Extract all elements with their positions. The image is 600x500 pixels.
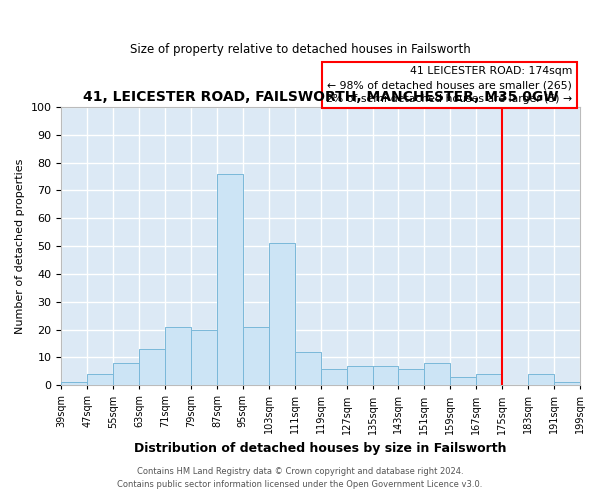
Text: Contains HM Land Registry data © Crown copyright and database right 2024.
Contai: Contains HM Land Registry data © Crown c… [118,468,482,489]
Text: Size of property relative to detached houses in Failsworth: Size of property relative to detached ho… [130,42,470,56]
Bar [87,374,113,386]
Bar [476,374,502,386]
Bar [398,368,424,386]
Bar [61,382,87,386]
Bar [295,352,320,386]
Text: 41 LEICESTER ROAD: 174sqm
← 98% of detached houses are smaller (265)
2% of semi-: 41 LEICESTER ROAD: 174sqm ← 98% of detac… [326,66,572,104]
Y-axis label: Number of detached properties: Number of detached properties [15,158,25,334]
Bar [191,330,217,386]
Bar [451,377,476,386]
Bar [217,174,243,386]
Bar [269,244,295,386]
Title: 41, LEICESTER ROAD, FAILSWORTH, MANCHESTER, M35 0GW: 41, LEICESTER ROAD, FAILSWORTH, MANCHEST… [83,90,559,104]
Bar [113,363,139,386]
X-axis label: Distribution of detached houses by size in Failsworth: Distribution of detached houses by size … [134,442,507,455]
Bar [320,368,347,386]
Bar [373,366,398,386]
Bar [424,363,451,386]
Bar [528,374,554,386]
Bar [139,349,165,386]
Bar [165,327,191,386]
Bar [347,366,373,386]
Bar [243,327,269,386]
Bar [554,382,580,386]
